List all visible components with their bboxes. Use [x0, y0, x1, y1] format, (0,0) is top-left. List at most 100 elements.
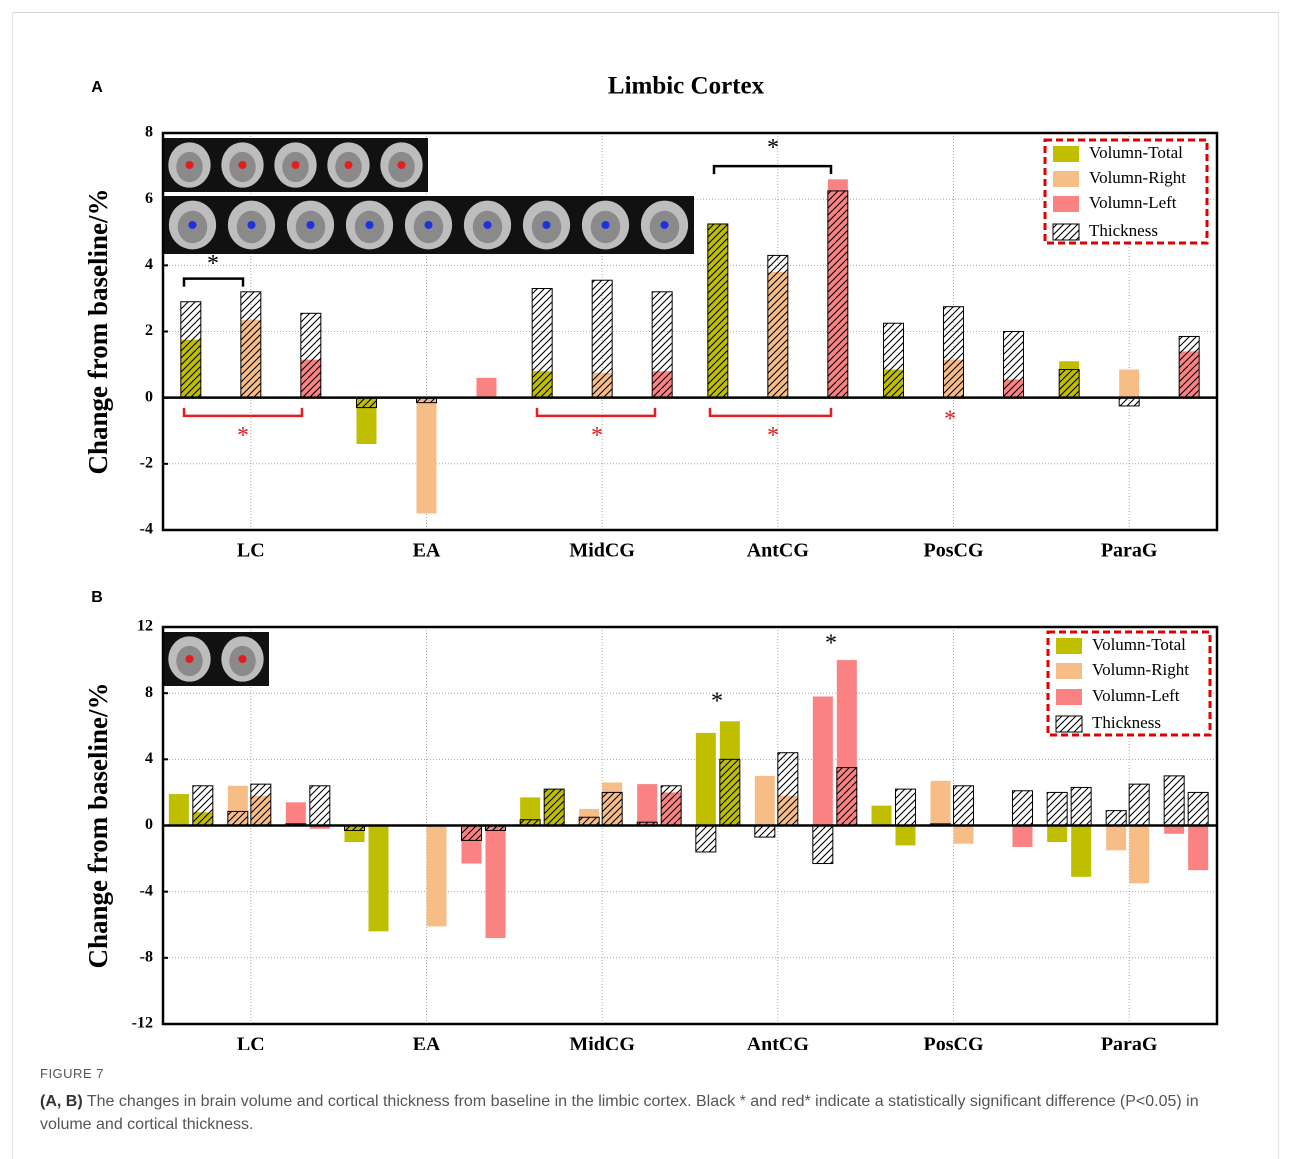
y-tick-label: 6 — [145, 190, 153, 207]
bar — [755, 776, 775, 826]
legend-label: Volumn-Right — [1092, 660, 1189, 679]
bar — [637, 784, 657, 825]
legend-label: Volumn-Total — [1092, 635, 1186, 654]
brain-highlight — [366, 221, 374, 229]
bar — [1119, 370, 1139, 398]
brain-highlight — [292, 161, 300, 169]
thickness-bar — [755, 826, 775, 838]
bar — [369, 826, 389, 932]
significance-star: * — [944, 406, 956, 432]
legend-label: Thickness — [1092, 713, 1161, 732]
bar — [1047, 826, 1067, 843]
thickness-bar — [310, 786, 330, 826]
thickness-bar — [602, 792, 622, 825]
thickness-bar — [357, 398, 377, 408]
thickness-bar — [241, 292, 261, 398]
legend-label: Volumn-Total — [1089, 143, 1183, 162]
y-tick-label: -4 — [140, 882, 153, 899]
bar — [954, 826, 974, 844]
thickness-bar — [1188, 792, 1208, 825]
brain-highlight — [186, 161, 194, 169]
y-tick-label: -4 — [140, 521, 153, 538]
thickness-bar — [1059, 370, 1079, 398]
x-tick-label: EA — [413, 540, 441, 562]
panel-label: A — [91, 79, 103, 96]
bar — [427, 826, 447, 927]
thickness-bar — [181, 302, 201, 398]
legend-label: Volumn-Right — [1089, 168, 1186, 187]
x-tick-label: MidCG — [569, 540, 635, 562]
thickness-bar — [193, 786, 213, 826]
significance-bracket — [710, 408, 831, 416]
caption-bold: (A, B) — [40, 1093, 83, 1110]
thickness-bar — [884, 323, 904, 397]
legend-swatch — [1053, 224, 1079, 240]
significance-bracket — [184, 279, 243, 287]
bar — [1106, 826, 1126, 851]
figure-label: FIGURE 7 — [40, 1066, 104, 1081]
significance-star: * — [711, 689, 723, 715]
thickness-bar — [828, 191, 848, 398]
legend-swatch — [1053, 171, 1079, 187]
x-tick-label: AntCG — [747, 1034, 810, 1050]
x-tick-label: ParaG — [1101, 1034, 1158, 1050]
y-tick-label: 4 — [145, 256, 153, 273]
thickness-bar — [778, 753, 798, 826]
thickness-bar — [837, 768, 857, 826]
panel-label: B — [91, 589, 103, 606]
caption: (A, B) The changes in brain volume and c… — [40, 1090, 1250, 1136]
y-tick-label: -2 — [140, 455, 153, 472]
legend-swatch — [1056, 716, 1082, 732]
legend-swatch — [1056, 638, 1082, 654]
significance-star: * — [767, 135, 779, 161]
thickness-bar — [1004, 332, 1024, 398]
y-tick-label: 12 — [137, 618, 153, 635]
legend-swatch — [1053, 196, 1079, 212]
significance-star: * — [591, 423, 603, 449]
y-tick-label: 4 — [145, 750, 153, 767]
thickness-bar — [251, 784, 271, 825]
brain-highlight — [484, 221, 492, 229]
legend-swatch — [1053, 146, 1079, 162]
thickness-bar — [954, 786, 974, 826]
thickness-bar — [1047, 792, 1067, 825]
bar — [1013, 826, 1033, 848]
bar — [286, 802, 306, 825]
bar — [696, 733, 716, 826]
significance-bracket — [184, 408, 302, 416]
thickness-bar — [544, 789, 564, 825]
brain-highlight — [661, 221, 669, 229]
thickness-bar — [1071, 787, 1091, 825]
bar — [872, 806, 892, 826]
brain-highlight — [345, 161, 353, 169]
significance-star: * — [767, 423, 779, 449]
brain-highlight — [186, 655, 194, 663]
chart-title: Limbic Cortex — [608, 73, 765, 100]
x-tick-label: PosCG — [924, 540, 984, 562]
x-tick-label: LC — [237, 1034, 265, 1050]
legend-label: Volumn-Left — [1092, 686, 1180, 705]
legend-label: Volumn-Left — [1089, 193, 1177, 212]
bar — [813, 696, 833, 825]
thickness-bar — [592, 280, 612, 397]
bar — [896, 826, 916, 846]
brain-highlight — [425, 221, 433, 229]
x-tick-label: LC — [237, 540, 265, 562]
thickness-bar — [720, 759, 740, 825]
legend-swatch — [1056, 663, 1082, 679]
y-tick-label: 2 — [145, 322, 153, 339]
thickness-bar — [1129, 784, 1149, 825]
legend-swatch — [1056, 689, 1082, 705]
x-tick-label: MidCG — [569, 1034, 635, 1050]
thickness-bar — [768, 255, 788, 397]
x-tick-label: AntCG — [747, 540, 810, 562]
x-tick-label: EA — [413, 1034, 441, 1050]
y-tick-label: 8 — [145, 124, 153, 141]
brain-highlight — [398, 161, 406, 169]
brain-highlight — [307, 221, 315, 229]
thickness-bar — [532, 288, 552, 397]
significance-star: * — [825, 631, 837, 657]
bar — [477, 378, 497, 398]
y-tick-label: 0 — [145, 388, 153, 405]
